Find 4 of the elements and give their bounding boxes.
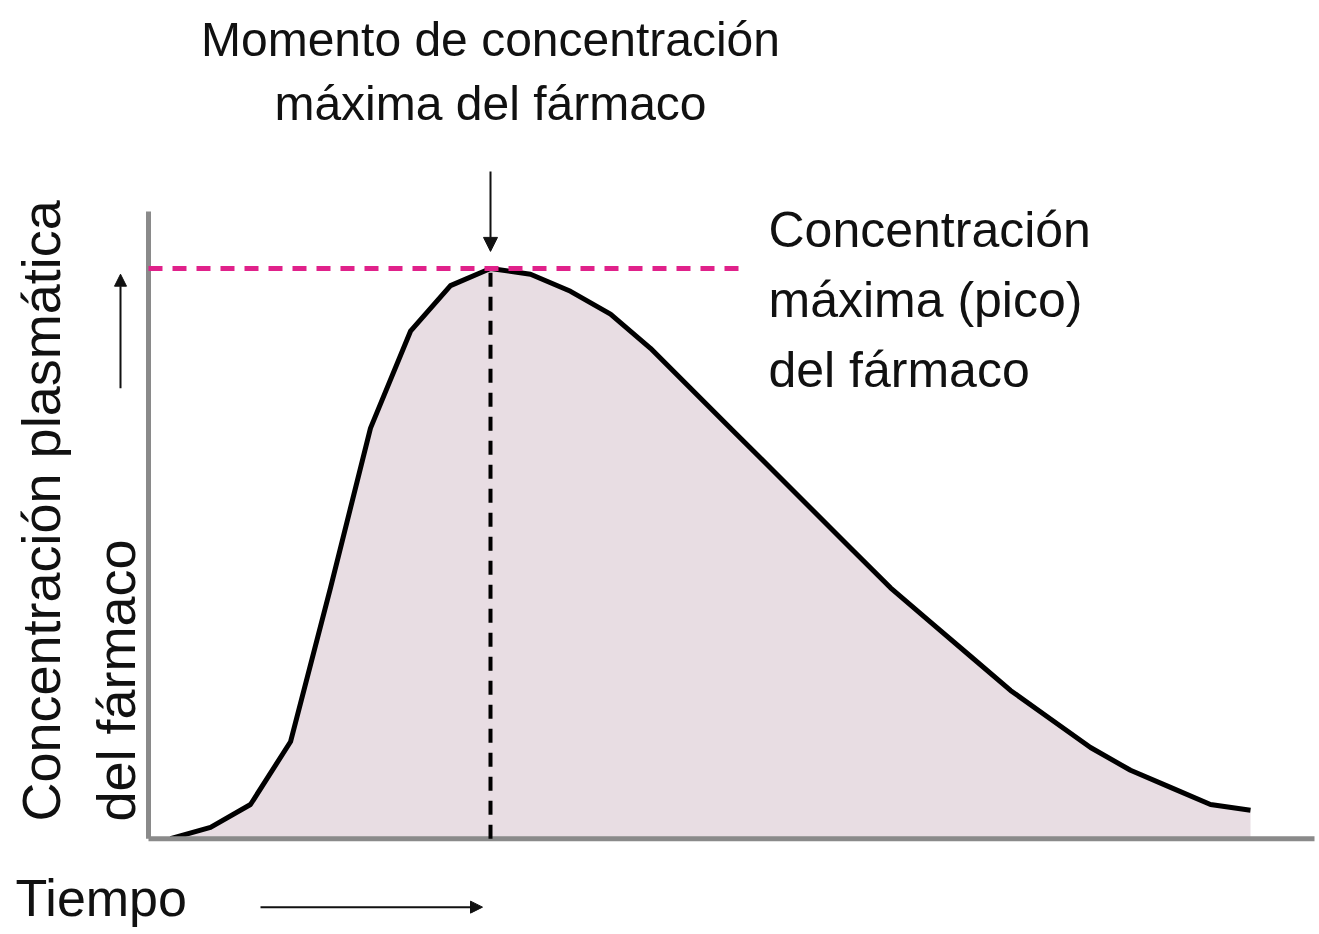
x-axis-title: Tiempo: [15, 869, 187, 928]
y-axis-title: Concentración plasmática del fármaco: [10, 199, 146, 822]
annotation: Concentración máxima (pico) del fármaco: [768, 202, 1091, 399]
text: Momento de concentración máxima del fármaco: [201, 13, 780, 131]
